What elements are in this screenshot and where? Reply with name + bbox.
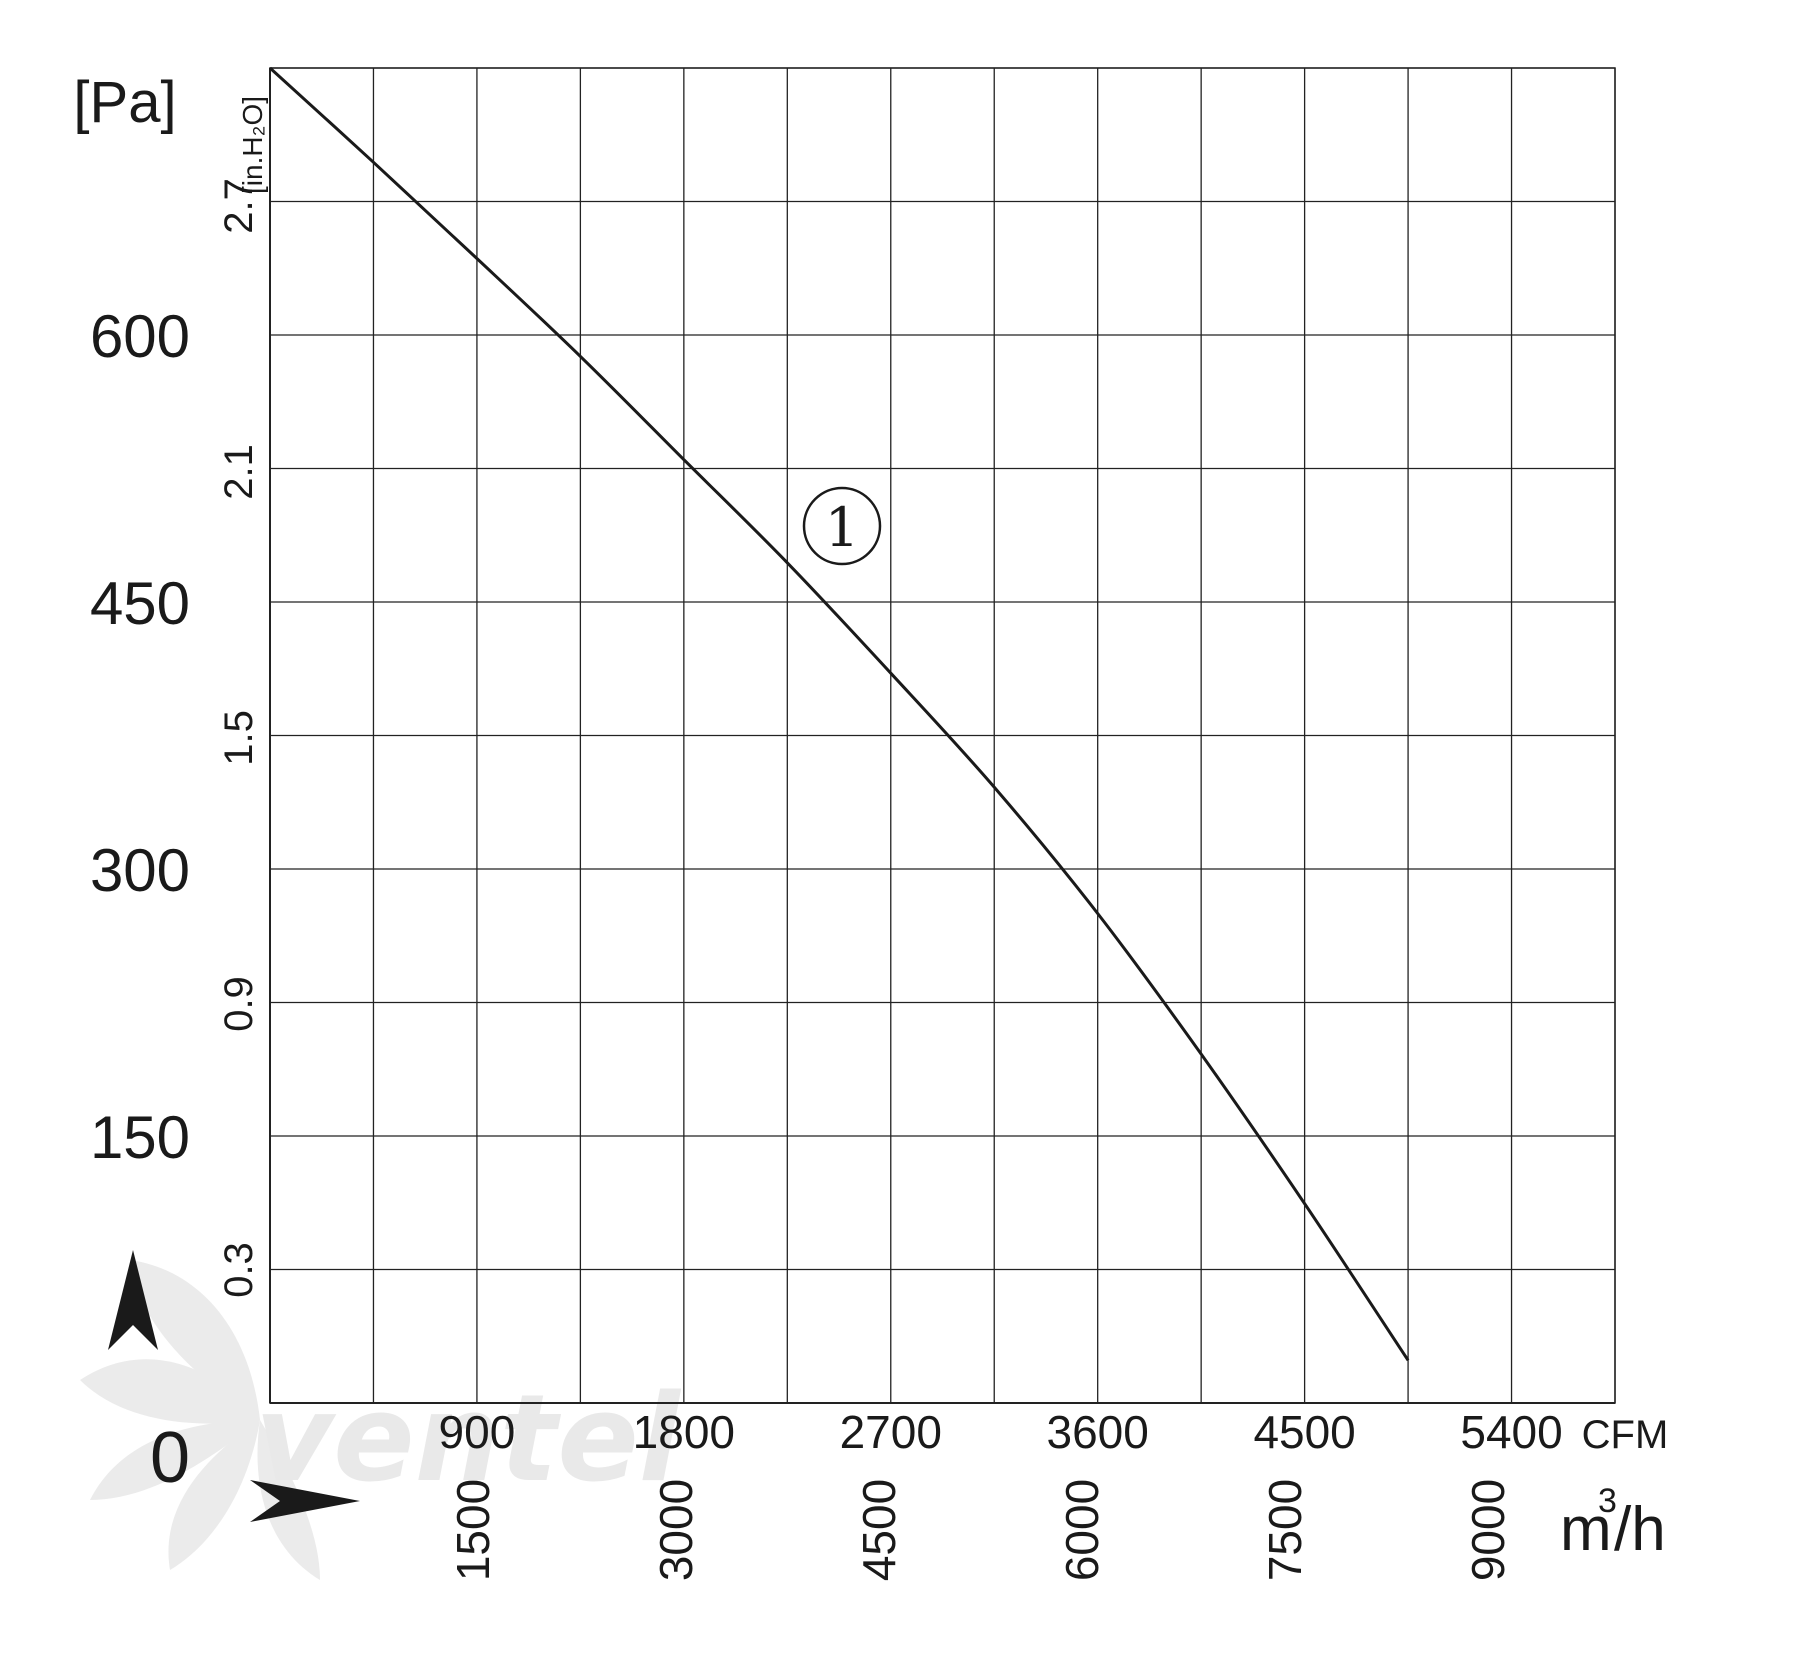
cfm-tick-label: 4500: [1253, 1406, 1355, 1458]
chart-grid: [269, 67, 1616, 1404]
cfm-tick-label: 2700: [840, 1406, 942, 1458]
inh2o-tick-label: 1.5: [217, 710, 261, 766]
m3h-axis-ticks: 1500 3000 4500 6000 7500 9000: [447, 1479, 1514, 1581]
series-curve-1: [268, 66, 1410, 1362]
inh2o-tick-label: 2.7: [217, 178, 261, 234]
pa-tick-label: 450: [90, 570, 190, 637]
pa-tick-label: 300: [90, 837, 190, 904]
pa-axis-unit: [Pa]: [73, 70, 176, 135]
m3h-unit-base: m: [1560, 1495, 1612, 1564]
pa-axis-ticks: 600 450 300 150: [90, 303, 190, 1171]
plot-frame: [269, 67, 1616, 1404]
inh2o-tick-label: 0.3: [217, 1242, 261, 1298]
m3h-tick-label: 9000: [1462, 1479, 1514, 1581]
origin-zero-label: 0: [150, 1418, 190, 1498]
m3h-tick-label: 6000: [1056, 1479, 1108, 1581]
m3h-tick-label: 4500: [853, 1479, 905, 1581]
m3h-tick-label: 7500: [1259, 1479, 1311, 1581]
pa-tick-label: 600: [90, 303, 190, 370]
cfm-tick-label: 900: [439, 1406, 516, 1458]
arrow-right-icon: [250, 1480, 360, 1522]
pa-tick-label: 150: [90, 1104, 190, 1171]
curve-marker-label: 1: [825, 496, 859, 559]
watermark-text: ventel: [255, 1370, 682, 1509]
cfm-axis-unit: CFM: [1582, 1413, 1669, 1457]
m3h-tick-label: 1500: [447, 1479, 499, 1581]
cfm-tick-label: 1800: [633, 1406, 735, 1458]
m3h-unit-tail: /h: [1614, 1495, 1666, 1564]
cfm-axis-ticks: 900 1800 2700 3600 4500 5400: [439, 1406, 1563, 1458]
curve-marker-1: 1: [802, 486, 882, 566]
m3h-tick-label: 3000: [650, 1479, 702, 1581]
m3h-axis-unit: m 3 /h: [1560, 1482, 1666, 1564]
arrow-up-icon: [108, 1250, 158, 1350]
inh2o-tick-label: 2.1: [217, 444, 261, 500]
cfm-tick-label: 3600: [1047, 1406, 1149, 1458]
m3h-unit-exponent: 3: [1598, 1482, 1617, 1520]
inh2o-axis-unit: [in.H₂O]: [237, 96, 268, 194]
cfm-tick-label: 5400: [1460, 1406, 1562, 1458]
inh2o-tick-label: 0.9: [217, 976, 261, 1032]
inh2o-axis-ticks: 2.7 2.1 1.5 0.9 0.3: [217, 178, 261, 1298]
